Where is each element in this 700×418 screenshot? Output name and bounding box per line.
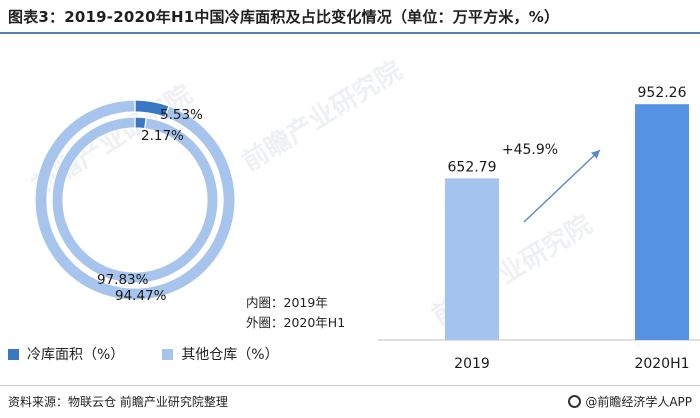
legend-item-other-warehouse: 其他仓库（%）: [162, 344, 279, 364]
legend-swatch-other-warehouse: [162, 348, 174, 360]
x-tick-label-2019: 2019: [454, 356, 490, 372]
donut-label-2020H1-cold-storage: 5.53%: [160, 107, 203, 123]
footer-divider: [0, 385, 700, 386]
inner-ring-note: 内圈：2019年: [246, 295, 328, 310]
outer-ring-note: 外圈：2020年H1: [246, 315, 346, 330]
donut-slice-2020H1-other-warehouse: [34, 99, 236, 301]
legend-label: 冷库面积（%）: [27, 347, 125, 363]
donut-slice-2019-other-warehouse: [51, 116, 219, 284]
brand: @前瞻经济学人APP: [568, 393, 692, 410]
brand-label: @前瞻经济学人APP: [585, 394, 692, 409]
donut-chart: 2.17% 97.83% 5.53% 94.47%: [34, 99, 236, 304]
source-text: 资料来源：物联云仓 前瞻产业研究院整理: [8, 394, 228, 409]
donut-label-2020H1-other-warehouse: 94.47%: [115, 288, 167, 304]
legend-item-cold-storage: 冷库面积（%）: [8, 344, 124, 364]
growth-annotation: +45.9%: [502, 142, 558, 158]
x-tick-label-2020H1: 2020H1: [634, 356, 689, 372]
growth-arrow: [523, 149, 601, 223]
bar-2019: [445, 178, 499, 340]
donut-label-2019-other-warehouse: 97.83%: [97, 272, 149, 288]
legend-swatch-cold-storage: [8, 348, 19, 360]
bar-2020H1: [635, 104, 689, 340]
bar-value-label-2020H1: 952.26: [638, 85, 687, 101]
donut-label-2019-cold-storage: 2.17%: [141, 128, 184, 144]
chart-title: 图表3：2019-2020年H1中国冷库面积及占比变化情况（单位：万平方米，%）: [8, 8, 560, 26]
footer: 资料来源：物联云仓 前瞻产业研究院整理 @前瞻经济学人APP: [8, 390, 692, 412]
legend-label: 其他仓库（%）: [181, 347, 279, 363]
bar-value-label-2019: 652.79: [448, 159, 497, 175]
legend: 冷库面积（%） 其他仓库（%）: [8, 344, 279, 364]
bar-chart: 652.79 2019 952.26 2020H1 +45.9%: [378, 85, 700, 372]
title-divider: [0, 32, 700, 34]
brand-logo-icon: [568, 394, 582, 408]
